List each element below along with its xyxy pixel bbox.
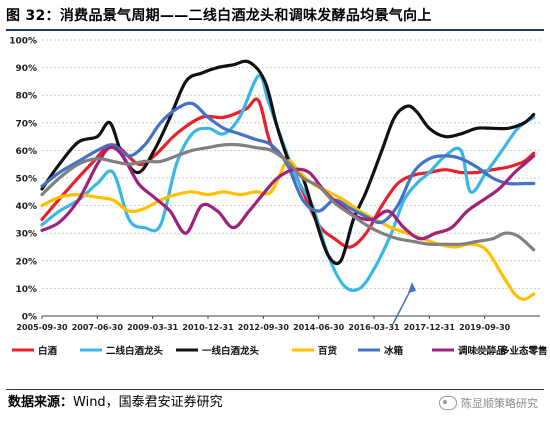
trend-arrow — [392, 282, 416, 325]
source-text: Wind，国泰君安证券研究 — [73, 395, 223, 410]
y-tick-label: 80% — [15, 92, 37, 102]
series-lines — [40, 59, 536, 301]
legend-label: 多业态零售 — [500, 345, 548, 357]
line-chart: 0% 10% 20% 30% 40% 50% 60% 70% 80% 90% 100% 2005-0… — [9, 37, 548, 358]
x-tick-label: 2009-03-31 — [127, 323, 179, 332]
x-tick-label: 2014-06-30 — [293, 323, 345, 332]
x-tick-label: 2005-09-30 — [16, 323, 68, 332]
series-line — [40, 101, 536, 225]
legend-label: 百货 — [318, 345, 338, 357]
legend: 白酒二线白酒龙头一线白酒龙头百货冰箱调味发酵品多业态零售 — [12, 345, 548, 357]
footer-divider — [6, 389, 544, 390]
series-line — [40, 74, 536, 292]
x-tick-label: 2007-06-30 — [72, 323, 124, 332]
legend-label: 冰箱 — [384, 345, 404, 357]
y-tick-label: 10% — [15, 285, 37, 295]
watermark: 陈显顺策略研究 — [439, 395, 538, 411]
y-axis-ticks: 0% 10% 20% 30% 40% 50% 60% 70% 80% 90% 100% — [9, 37, 37, 323]
y-tick-label: 40% — [15, 202, 37, 212]
grid-lines — [42, 39, 540, 317]
source-note: 数据来源：Wind，国泰君安证券研究 — [8, 394, 223, 412]
title-divider — [6, 29, 544, 31]
y-tick-label: 20% — [15, 257, 37, 267]
series-line — [40, 142, 536, 252]
y-tick-label: 70% — [15, 119, 37, 129]
y-tick-label: 30% — [15, 230, 37, 240]
figure-title: 图 32：消费品景气周期——二线白酒龙头和调味发酵品均景气向上 — [6, 8, 432, 24]
x-tick-label: 2017-12-31 — [404, 323, 456, 332]
y-tick-label: 90% — [15, 64, 37, 74]
chart-container: 0% 10% 20% 30% 40% 50% 60% 70% 80% 90% 100% 2005-0… — [0, 32, 550, 388]
watermark-text: 陈显顺策略研究 — [461, 397, 538, 410]
legend-label: 一线白酒龙头 — [202, 345, 260, 357]
x-tick-label: 2012-09-30 — [238, 323, 290, 332]
legend-label: 白酒 — [38, 345, 58, 357]
x-axis-ticks: 2005-09-30 2007-06-30 2009-03-31 2010-12-31… — [16, 316, 511, 332]
wechat-icon — [439, 396, 457, 410]
x-tick-label: 2010-12-31 — [182, 323, 234, 332]
legend-label: 二线白酒龙头 — [106, 345, 164, 357]
y-tick-label: 50% — [15, 175, 37, 185]
y-tick-label: 60% — [15, 147, 37, 157]
y-tick-label: 100% — [9, 37, 37, 47]
source-label: 数据来源： — [8, 395, 74, 410]
y-tick-label: 0% — [22, 313, 37, 323]
x-tick-label: 2016-03-31 — [348, 323, 400, 332]
x-tick-label: 2019-09-30 — [459, 323, 511, 332]
